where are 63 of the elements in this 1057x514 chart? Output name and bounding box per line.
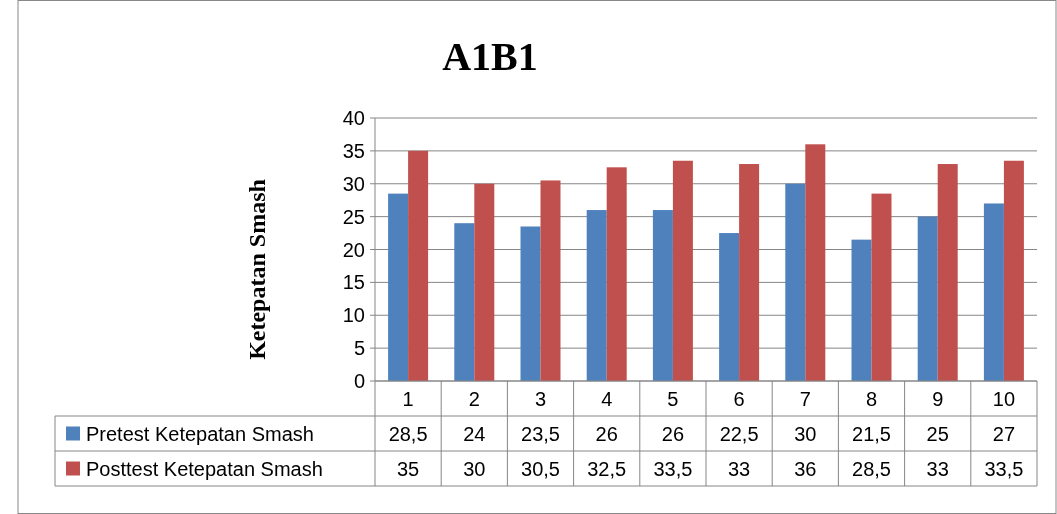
bar	[851, 239, 872, 381]
bar	[652, 210, 673, 381]
y-tick-label: 10	[342, 304, 365, 327]
bar	[805, 144, 826, 381]
bar	[917, 216, 938, 381]
y-tick-label: 40	[342, 107, 365, 129]
data-label: 33,5	[984, 457, 1024, 480]
data-label: 33	[727, 457, 751, 480]
y-tick-label: 0	[353, 370, 365, 392]
bar	[540, 180, 561, 381]
x-tick-label: 7	[799, 387, 811, 410]
bar	[454, 223, 475, 381]
y-tick-label: 15	[342, 271, 365, 294]
x-tick-label: 3	[534, 387, 547, 410]
x-tick-label: 4	[601, 387, 613, 410]
data-label: 30	[794, 422, 817, 445]
legend-label: Posttest Ketepatan Smash	[86, 457, 323, 480]
bar	[388, 193, 409, 381]
data-label: 36	[794, 457, 817, 480]
x-tick-label: 6	[733, 387, 745, 410]
bar	[719, 233, 740, 381]
y-axis-title: Ketepatan Smash	[244, 179, 270, 360]
data-label: 33,5	[653, 457, 693, 480]
x-tick-label: 9	[932, 387, 944, 410]
bar	[520, 226, 541, 381]
x-tick-label: 10	[992, 387, 1016, 410]
bar	[672, 160, 693, 381]
data-label: 28,5	[852, 457, 891, 480]
data-label: 22,5	[719, 422, 759, 445]
bar	[586, 210, 607, 381]
legend-label: Pretest Ketepatan Smash	[86, 422, 314, 445]
data-label: 23,5	[521, 422, 560, 445]
data-label: 28,5	[388, 422, 428, 445]
y-tick-label: 25	[342, 205, 365, 228]
bar	[785, 183, 806, 381]
data-label: 30	[463, 457, 486, 480]
x-tick-label: 5	[667, 387, 679, 410]
data-label: 26	[595, 422, 618, 445]
data-label: 35	[396, 457, 420, 480]
y-tick-label: 20	[342, 238, 365, 261]
bar	[1003, 160, 1024, 381]
data-label: 26	[661, 422, 685, 445]
y-tick-label: 35	[342, 139, 365, 162]
data-label: 33	[926, 457, 949, 480]
x-tick-label: 1	[402, 387, 414, 410]
bar	[983, 203, 1004, 381]
data-label: 25	[926, 422, 949, 445]
bar	[474, 183, 495, 381]
data-label: 24	[463, 422, 486, 445]
chart-title: A1B1	[442, 34, 538, 79]
bar	[937, 164, 958, 381]
x-tick-label: 8	[865, 387, 878, 410]
y-tick-label: 30	[342, 172, 365, 195]
data-label: 21,5	[852, 422, 891, 445]
y-tick-label: 5	[353, 337, 365, 360]
data-label: 30,5	[521, 457, 560, 480]
x-tick-label: 2	[468, 387, 480, 410]
data-label: 27	[992, 422, 1016, 445]
bar	[739, 164, 760, 381]
bar	[606, 167, 627, 381]
bar	[408, 150, 429, 381]
data-label: 32,5	[587, 457, 627, 480]
bar	[871, 193, 892, 381]
